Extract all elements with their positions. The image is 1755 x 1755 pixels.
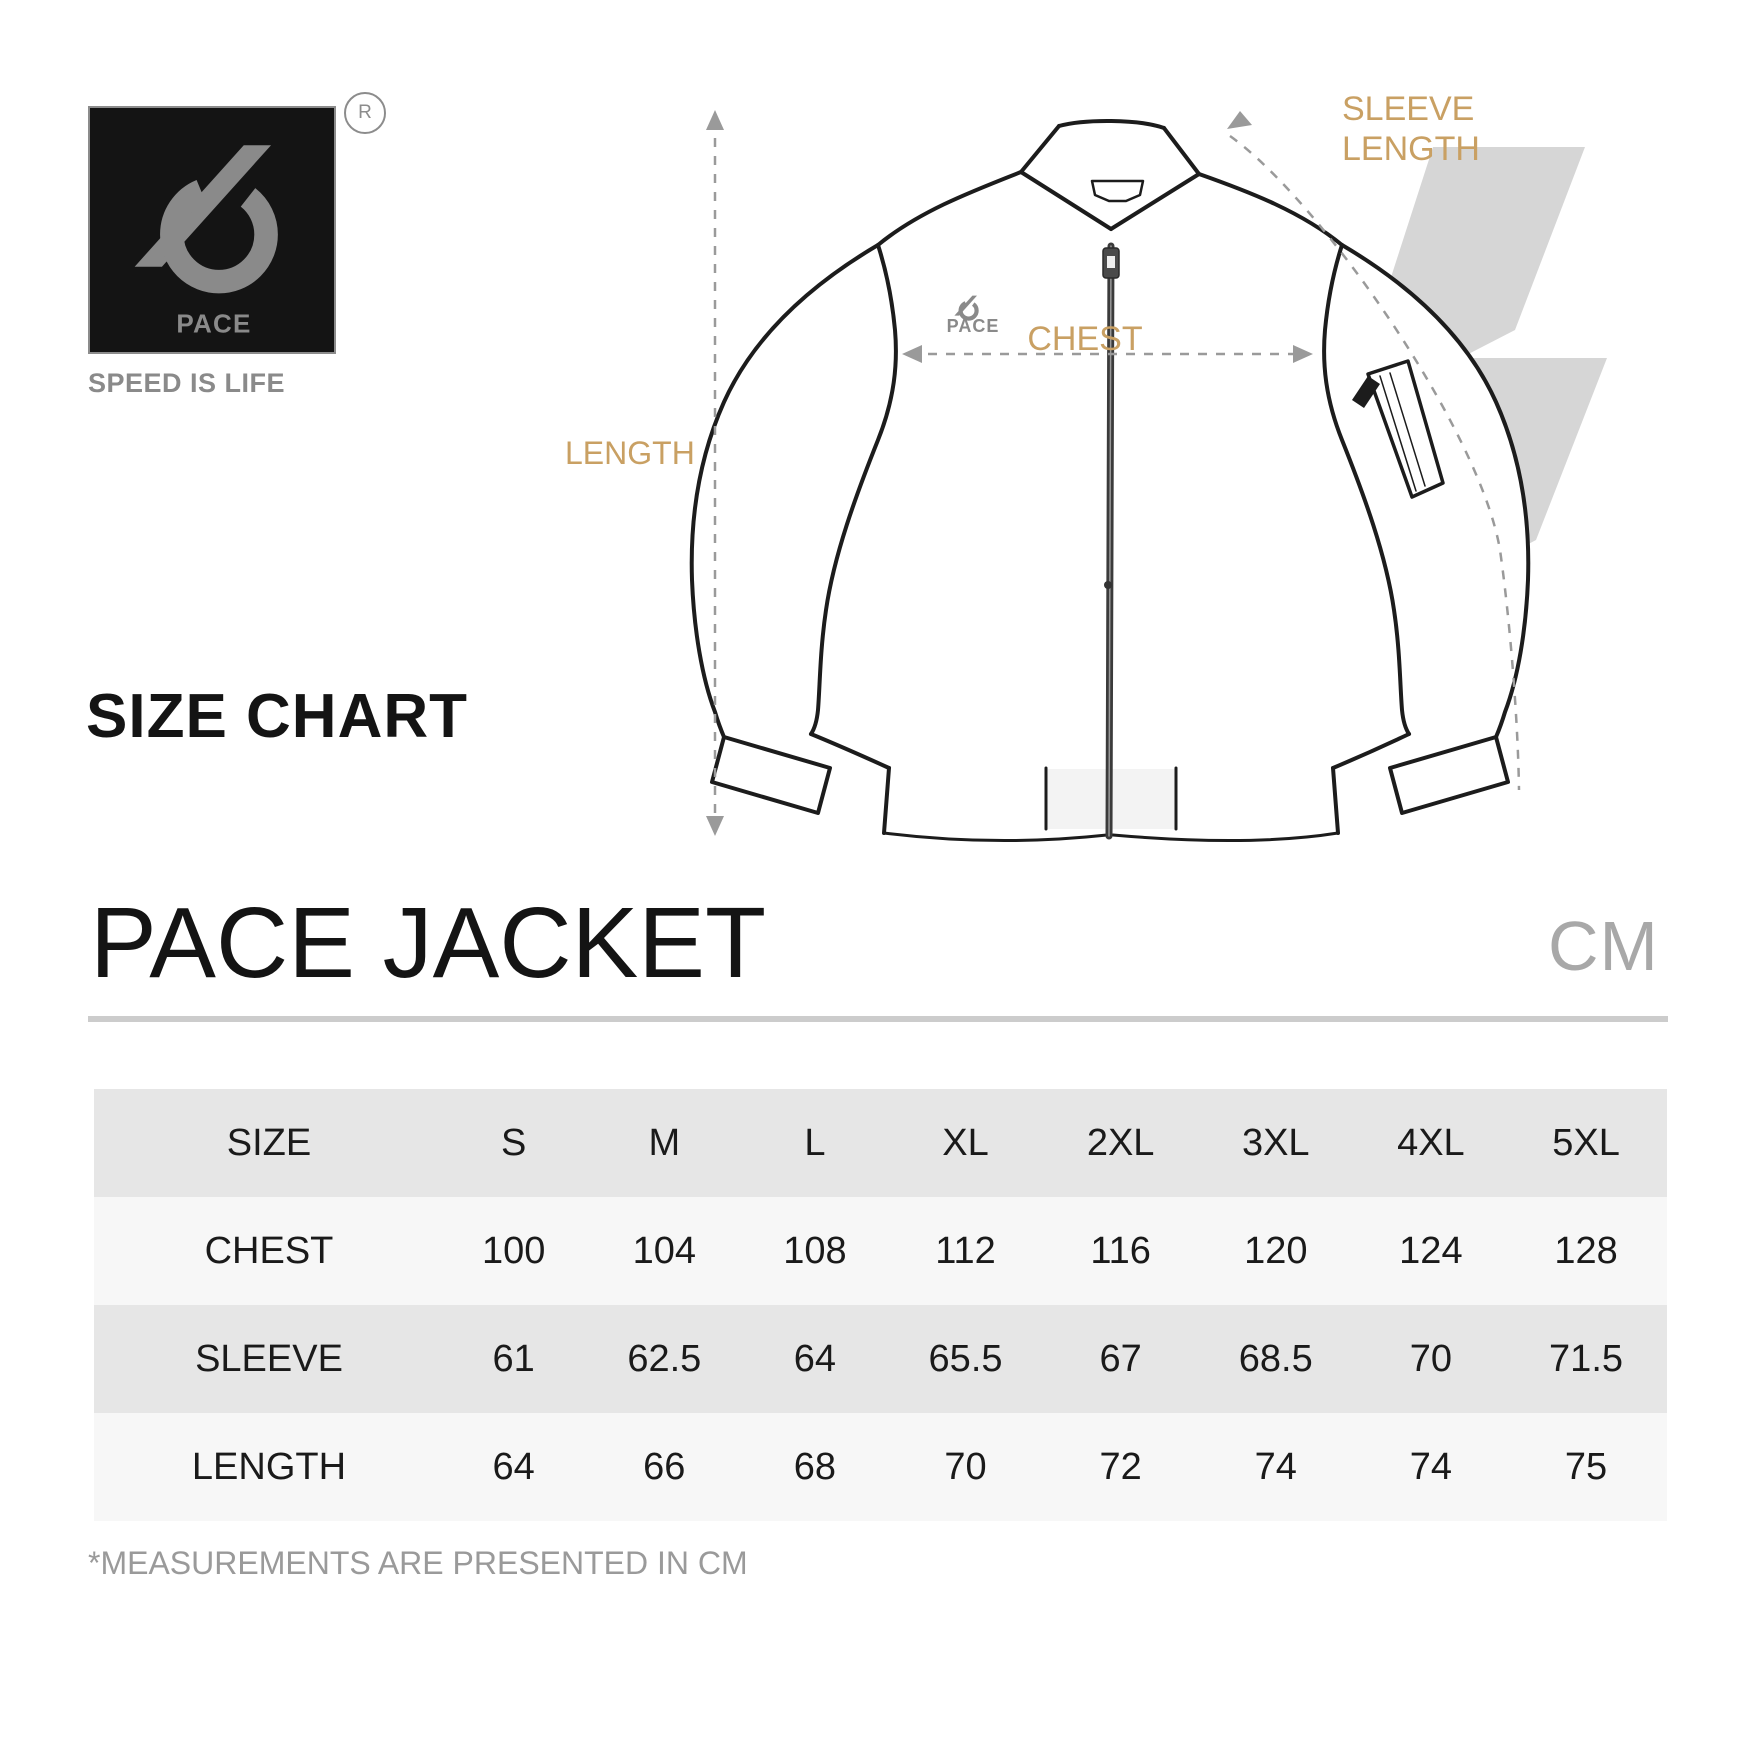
svg-text:CHEST: CHEST [1027, 320, 1142, 358]
svg-text:PACE: PACE [176, 308, 251, 338]
svg-text:PACE: PACE [947, 316, 1000, 336]
svg-text:SLEEVE: SLEEVE [1342, 90, 1474, 128]
svg-text:LENGTH: LENGTH [1342, 130, 1480, 168]
svg-text:LENGTH: LENGTH [565, 435, 695, 471]
